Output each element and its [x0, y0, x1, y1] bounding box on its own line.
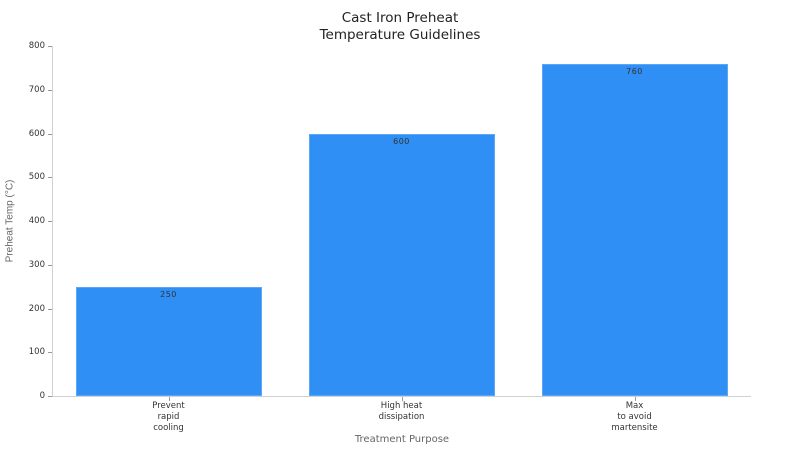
y-tick: 600	[0, 129, 52, 144]
x-tick-label-line: martensite	[611, 423, 658, 433]
bar[interactable]: 250	[75, 286, 262, 396]
y-tick-mark	[48, 177, 52, 179]
y-tick-mark	[48, 89, 52, 91]
chart-title-line-1: Cast Iron Preheat	[341, 10, 459, 26]
x-tick-mark	[168, 397, 170, 401]
x-tick-label-line: Max	[625, 401, 644, 411]
x-tick-label-line: Prevent	[152, 401, 185, 411]
y-tick-label: 500	[28, 172, 45, 183]
y-axis-line	[52, 46, 53, 397]
y-tick: 400	[0, 216, 52, 231]
y-tick-mark	[48, 308, 52, 310]
y-tick-label: 800	[28, 41, 45, 51]
y-tick-label: 700	[28, 84, 45, 95]
y-tick-label: 100	[28, 347, 45, 358]
y-tick-mark	[48, 221, 52, 222]
y-tick-mark	[48, 133, 52, 135]
chart-title: Cast Iron Preheat Temperature Guidelines	[0, 10, 800, 44]
y-tick: 200	[0, 304, 52, 319]
x-axis-line	[52, 396, 751, 397]
y-tick: 300	[0, 260, 52, 275]
y-tick-mark	[48, 46, 52, 47]
y-tick-label: 200	[28, 303, 45, 314]
y-tick-label: 300	[28, 259, 45, 270]
x-tick-label-line: cooling	[153, 423, 184, 433]
x-tick-mark	[634, 397, 636, 401]
y-tick-mark	[48, 352, 52, 354]
x-tick-label-line: to avoid	[617, 412, 652, 422]
y-tick-mark	[48, 264, 52, 266]
bar-value-label: 250	[160, 289, 177, 299]
bar[interactable]: 600	[308, 133, 495, 396]
y-tick: 500	[0, 172, 52, 187]
y-tick: 800	[0, 41, 52, 56]
x-tick-label: High heat dissipation	[322, 401, 482, 423]
x-tick-label: Prevent rapid cooling	[89, 401, 249, 434]
x-tick-label-line: dissipation	[378, 412, 425, 422]
x-tick-label: Max to avoid martensite	[555, 401, 715, 434]
y-tick-label: 0	[39, 391, 45, 401]
y-tick-label: 600	[28, 128, 45, 139]
y-tick-mark	[48, 396, 52, 397]
x-axis-label: Treatment Purpose	[354, 434, 450, 445]
x-tick-mark	[401, 397, 403, 401]
y-tick: 700	[0, 85, 52, 100]
y-tick: 0	[0, 391, 52, 406]
bar-value-label: 600	[393, 136, 410, 146]
y-tick: 100	[0, 347, 52, 362]
x-tick-label-line: rapid	[157, 412, 180, 422]
y-tick-label: 400	[28, 216, 45, 226]
chart-title-line-2: Temperature Guidelines	[319, 27, 481, 43]
bar-value-label: 760	[626, 66, 643, 76]
bar[interactable]: 760	[541, 63, 728, 396]
x-tick-label-line: High heat	[380, 401, 423, 411]
